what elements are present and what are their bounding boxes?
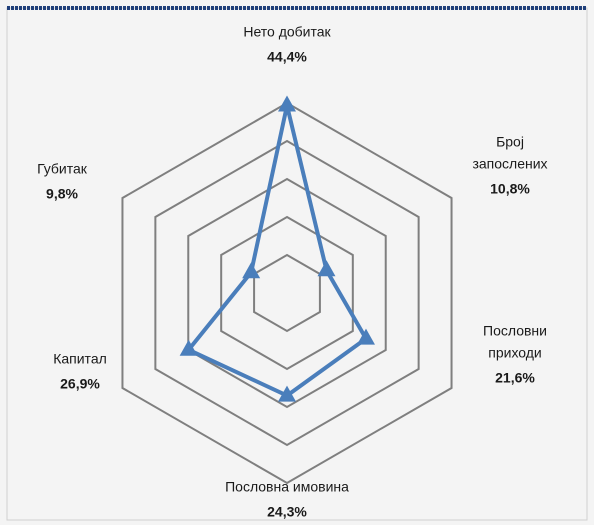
value-label: 24,3% bbox=[267, 504, 307, 520]
marker bbox=[317, 260, 336, 277]
value-label: 10,8% bbox=[490, 181, 530, 197]
category-label: приходи bbox=[488, 345, 542, 361]
category-label: Губитак bbox=[37, 161, 88, 177]
category-label: запослених bbox=[472, 156, 547, 172]
marker bbox=[278, 385, 296, 402]
category-label: Број bbox=[496, 134, 524, 150]
card bbox=[6, 7, 588, 521]
grid-ring bbox=[220, 215, 354, 371]
value-label: 21,6% bbox=[495, 370, 535, 386]
marker bbox=[356, 328, 375, 345]
value-label: 26,9% bbox=[60, 376, 100, 392]
category-label: Пословна имовина bbox=[225, 479, 349, 495]
grid-ring bbox=[187, 177, 387, 409]
category-label: Нето добитак bbox=[243, 24, 331, 40]
value-label: 9,8% bbox=[46, 186, 78, 202]
category-label: Капитал bbox=[53, 351, 107, 367]
marker bbox=[242, 262, 261, 279]
category-label: Пословни bbox=[483, 323, 547, 339]
grid-ring bbox=[121, 101, 453, 485]
marker bbox=[179, 339, 198, 356]
grid-ring bbox=[154, 139, 420, 447]
value-label: 44,4% bbox=[267, 49, 307, 65]
marker bbox=[278, 95, 296, 112]
